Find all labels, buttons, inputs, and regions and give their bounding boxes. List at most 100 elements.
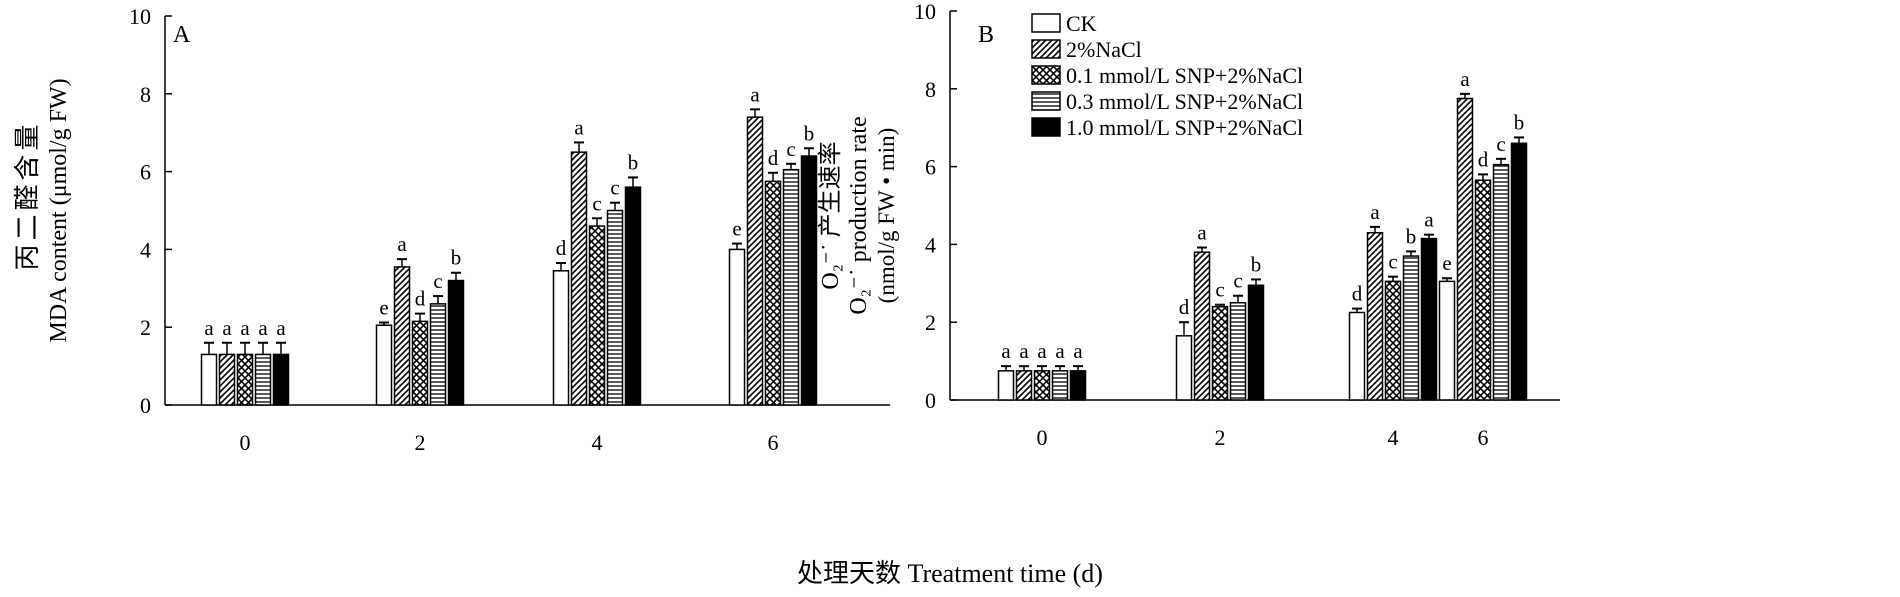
bar	[1420, 237, 1438, 401]
bar	[1348, 311, 1366, 401]
y-tick-label: 0	[925, 388, 936, 413]
y-tick-label: 8	[140, 82, 151, 107]
x-axis-label: 处理天数 Treatment time (d)	[797, 559, 1103, 588]
significance-letter: d	[415, 287, 426, 311]
panel-letter: A	[173, 22, 191, 48]
bar	[1456, 97, 1474, 401]
significance-letter: b	[1406, 224, 1417, 248]
bar	[375, 324, 393, 406]
y-tick-label: 10	[914, 0, 936, 24]
legend-swatch	[1031, 13, 1061, 33]
y-tick-label: 0	[140, 393, 151, 418]
y-axis-label-cn: 丙二醛含量	[13, 120, 42, 270]
significance-letter: b	[1251, 252, 1262, 276]
y-tick-label: 4	[140, 237, 151, 262]
significance-letter: a	[1001, 339, 1011, 363]
significance-letter: a	[750, 82, 760, 106]
bar	[1438, 280, 1456, 401]
bar	[1492, 163, 1510, 401]
significance-letter: d	[768, 146, 779, 170]
bar	[1193, 251, 1211, 401]
significance-letter: d	[1179, 295, 1190, 319]
bar	[1402, 255, 1420, 401]
bar	[588, 225, 606, 406]
significance-letter: a	[1197, 221, 1207, 245]
significance-letter: e	[1442, 251, 1451, 275]
legend-swatch	[1031, 65, 1061, 85]
panel-letter: B	[978, 22, 994, 48]
bar	[570, 151, 588, 406]
significance-letter: a	[276, 316, 286, 340]
significance-letter: a	[1019, 339, 1029, 363]
y-axis-label-en: O₂⁻˙ production rate	[846, 116, 872, 314]
legend-swatch	[1031, 39, 1061, 59]
bar	[1015, 370, 1033, 401]
bar	[1247, 284, 1265, 401]
significance-letter: c	[610, 176, 619, 200]
significance-letter: d	[1352, 282, 1363, 306]
bar	[272, 353, 290, 406]
bar	[764, 180, 782, 406]
x-tick-label: 0	[240, 430, 251, 455]
significance-letter: d	[556, 236, 567, 260]
x-tick-label: 2	[415, 430, 426, 455]
significance-letter: c	[1215, 278, 1224, 302]
significance-letter: b	[804, 121, 815, 145]
significance-letter: b	[1514, 110, 1525, 134]
legend-label: 0.3 mmol/L SNP+2%NaCl	[1066, 89, 1303, 114]
significance-letter: c	[1388, 250, 1397, 274]
legend-label: 0.1 mmol/L SNP+2%NaCl	[1066, 63, 1303, 88]
significance-letter: a	[1073, 339, 1083, 363]
y-tick-label: 10	[129, 4, 151, 29]
significance-letter: d	[1478, 147, 1489, 171]
bar	[800, 155, 818, 406]
bar	[746, 116, 764, 406]
significance-letter: c	[1233, 269, 1242, 293]
y-tick-label: 2	[140, 315, 151, 340]
significance-letter: b	[451, 246, 462, 270]
bar	[1175, 335, 1193, 401]
bar	[782, 168, 800, 406]
x-tick-label: 4	[592, 430, 603, 455]
y-axis-label-en: MDA content (μmol/g FW)	[46, 78, 72, 342]
bar	[1384, 280, 1402, 401]
significance-letter: a	[1460, 67, 1470, 91]
legend-swatch	[1031, 117, 1061, 137]
bar	[728, 248, 746, 406]
bar	[429, 303, 447, 406]
x-tick-label: 0	[1037, 425, 1048, 450]
significance-letter: a	[397, 232, 407, 256]
significance-letter: e	[732, 217, 741, 241]
bar	[1069, 370, 1087, 401]
significance-letter: a	[258, 316, 268, 340]
significance-letter: c	[592, 191, 601, 215]
bar	[624, 186, 642, 406]
legend-label: 2%NaCl	[1066, 37, 1142, 62]
y-tick-label: 6	[140, 160, 151, 185]
bar	[606, 209, 624, 406]
bar	[552, 270, 570, 406]
x-tick-label: 4	[1388, 425, 1399, 450]
significance-letter: a	[1037, 339, 1047, 363]
significance-letter: a	[1055, 339, 1065, 363]
bar	[1474, 179, 1492, 401]
y-tick-label: 8	[925, 77, 936, 102]
significance-letter: a	[1424, 208, 1434, 232]
y-tick-label: 6	[925, 155, 936, 180]
bar	[411, 320, 429, 406]
bar	[218, 353, 236, 406]
y-axis-label-unit: (nmol/g FW • min)	[874, 128, 899, 304]
legend-swatch	[1031, 91, 1061, 111]
x-tick-label: 6	[1478, 425, 1489, 450]
x-tick-label: 6	[768, 430, 779, 455]
significance-letter: b	[628, 150, 639, 174]
x-tick-label: 2	[1215, 425, 1226, 450]
bar	[254, 353, 272, 406]
bar	[997, 370, 1015, 401]
significance-letter: a	[240, 316, 250, 340]
